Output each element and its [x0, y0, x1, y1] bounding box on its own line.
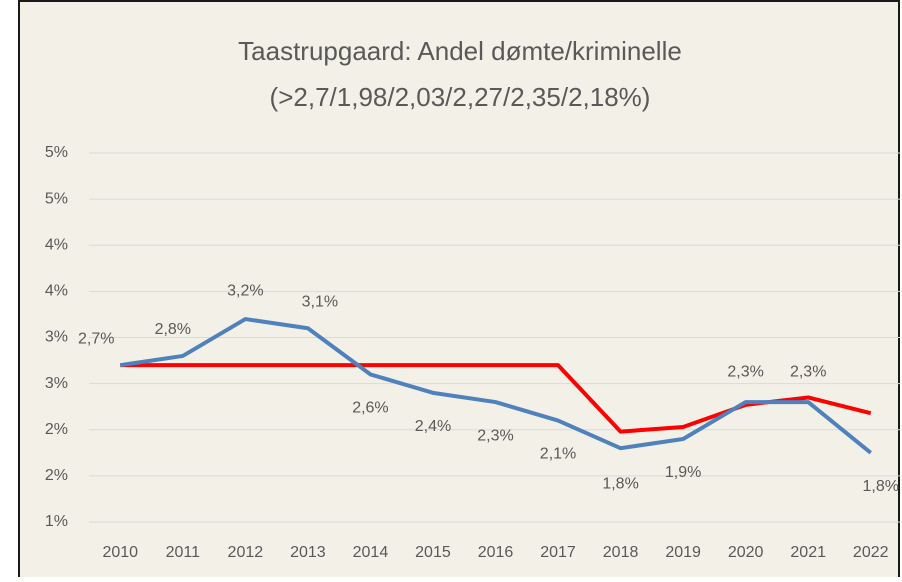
series-line	[119, 317, 872, 455]
data-label: 1,8%	[862, 478, 898, 495]
y-tick-label: 3%	[45, 375, 68, 392]
x-tick-label: 2016	[478, 544, 514, 561]
y-tick-label: 3%	[45, 329, 68, 346]
data-label: 2,6%	[352, 400, 388, 417]
data-label: 2,7%	[78, 330, 114, 347]
y-tick-label: 4%	[45, 283, 68, 300]
x-tick-label: 2011	[166, 544, 201, 561]
y-tick-label: 2%	[45, 421, 68, 438]
x-tick-label: 2012	[228, 544, 264, 561]
x-tick-label: 2014	[353, 544, 389, 561]
x-tick-label: 2022	[853, 544, 889, 561]
y-tick-label: 5%	[45, 144, 68, 161]
x-tick-label: 2019	[665, 544, 701, 561]
series-line	[120, 363, 872, 434]
data-label: 3,1%	[302, 293, 338, 310]
data-label: 2,8%	[155, 321, 191, 338]
x-tick-label: 2010	[102, 544, 138, 561]
data-label: 2,3%	[727, 363, 763, 380]
data-label: 3,2%	[227, 282, 263, 299]
x-tick-label: 2015	[415, 544, 451, 561]
x-tick-label: 2020	[728, 544, 764, 561]
x-tick-label: 2018	[603, 544, 639, 561]
x-tick-label: 2017	[540, 544, 576, 561]
y-tick-label: 2%	[45, 467, 68, 484]
x-tick-label: 2021	[790, 544, 826, 561]
y-tick-label: 5%	[45, 190, 68, 207]
data-label: 2,1%	[540, 446, 576, 463]
data-label: 2,4%	[415, 418, 451, 435]
chart-subtitle: (>2,7/1,98/2,03/2,27/2,35/2,18%)	[270, 82, 651, 112]
data-label: 1,8%	[602, 475, 638, 492]
y-tick-label: 1%	[45, 513, 68, 530]
chart-title: Taastrupgaard: Andel dømte/kriminelle	[238, 36, 682, 66]
y-tick-label: 4%	[45, 236, 68, 253]
data-label: 1,9%	[665, 464, 701, 481]
x-tick-label: 2013	[290, 544, 326, 561]
data-label: 2,3%	[790, 363, 826, 380]
data-label: 2,3%	[477, 427, 513, 444]
